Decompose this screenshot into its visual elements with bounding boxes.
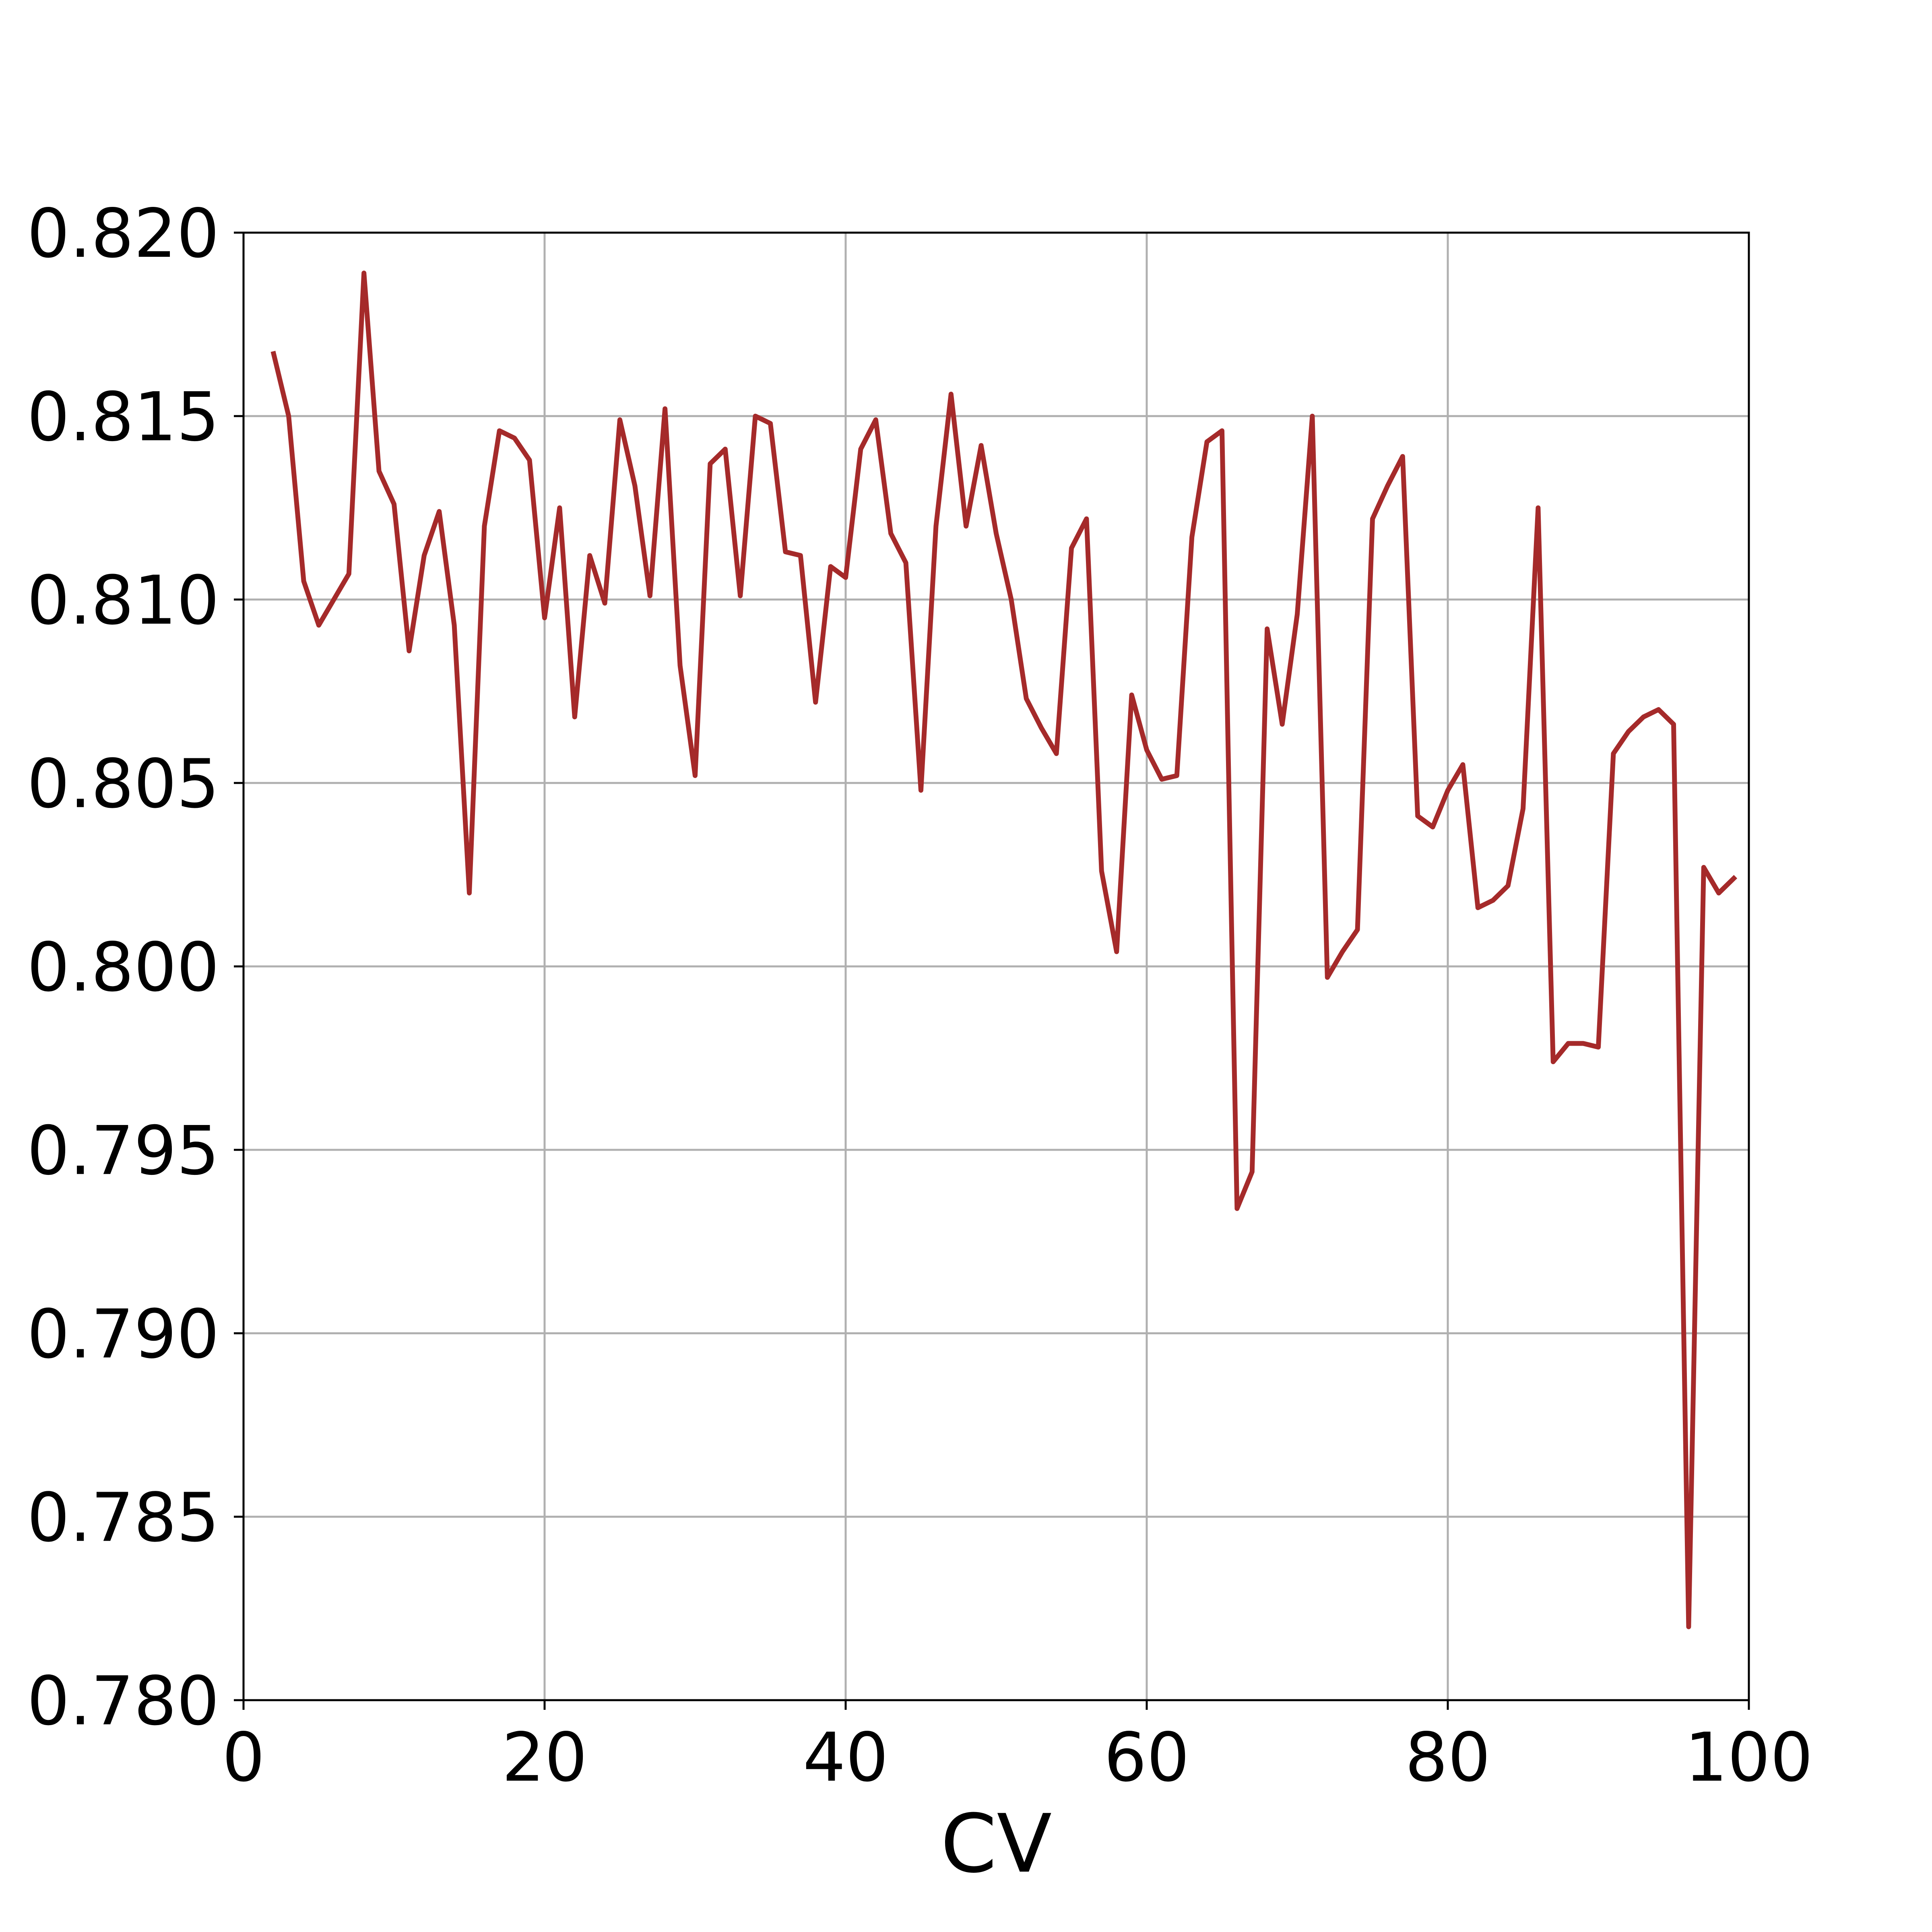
y-tick-label: 0.780 xyxy=(27,1662,219,1740)
x-tick-label: 0 xyxy=(222,1719,265,1797)
y-tick-label: 0.795 xyxy=(27,1112,219,1190)
series-line xyxy=(270,270,1738,1629)
y-tick-label: 0.805 xyxy=(27,745,219,823)
x-tick-label: 100 xyxy=(1685,1719,1813,1797)
x-tick-label: 80 xyxy=(1405,1719,1491,1797)
y-tick-label: 0.785 xyxy=(27,1479,219,1557)
y-tick-label: 0.800 xyxy=(27,929,219,1007)
x-tick-label: 20 xyxy=(502,1719,588,1797)
x-tick-label: 40 xyxy=(803,1719,889,1797)
y-tick-label: 0.810 xyxy=(27,562,219,640)
x-axis-ticks: 0 20 40 60 80 100 xyxy=(222,1700,1813,1797)
grid-lines xyxy=(244,233,1749,1700)
x-axis-label: CV xyxy=(941,1797,1052,1891)
y-tick-label: 0.820 xyxy=(27,195,219,273)
x-tick-label: 60 xyxy=(1104,1719,1190,1797)
y-tick-label: 0.815 xyxy=(27,378,219,456)
y-axis-ticks: 0.780 0.785 0.790 0.795 0.800 0.805 0.810 0.815… xyxy=(27,195,244,1740)
y-tick-label: 0.790 xyxy=(27,1296,219,1374)
